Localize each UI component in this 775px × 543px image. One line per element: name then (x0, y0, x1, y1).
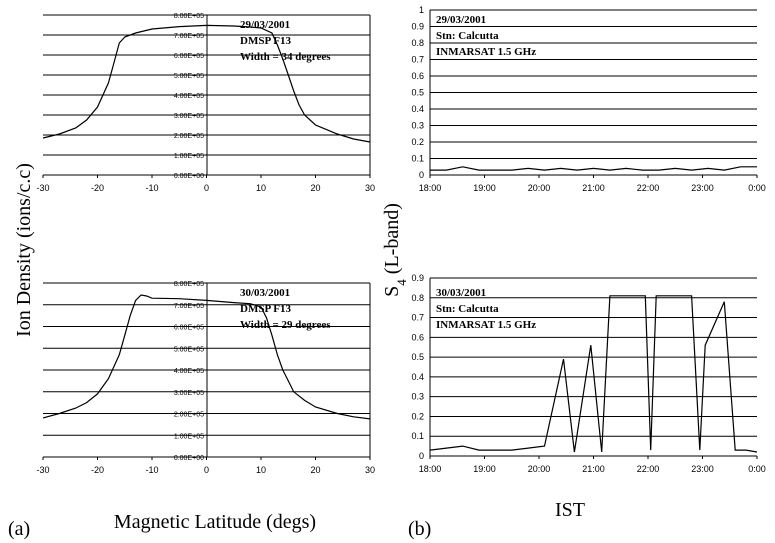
x-tick-label: 0 (204, 183, 209, 193)
y-tick-label: 0.6 (411, 71, 424, 81)
x-tick-label: -30 (36, 465, 49, 475)
x-tick-label: 19:00 (473, 464, 496, 474)
y-tick-label: 0.2 (411, 137, 424, 147)
y-tick-label: 0 (419, 451, 424, 461)
ylabel-ion-density: Ion Density (ions/c.c) (13, 163, 35, 337)
y-tick-label: 0.3 (411, 392, 424, 402)
y-tick-label: 0.8 (411, 293, 424, 303)
x-tick-label: 23:00 (691, 464, 714, 474)
y-tick-label: 1 (419, 5, 424, 15)
y-tick-label: 2.00E+05 (174, 133, 204, 140)
y-tick-label: 2.00E+05 (174, 412, 204, 419)
y-tick-label: 6.00E+05 (174, 53, 204, 60)
chart-annotation: INMARSAT 1.5 GHz (436, 319, 536, 331)
y-tick-label: 5.00E+05 (174, 346, 204, 353)
chart-annotation: Width = 29 degrees (240, 319, 331, 331)
chart-annotation: Stn: Calcutta (436, 30, 499, 42)
chart-annotation: 30/03/2001 (240, 287, 290, 299)
y-tick-label: 7.00E+05 (174, 303, 204, 310)
chart-bottom-right: 0 0.1 0.2 0.3 0.4 0.5 0.6 0.7 0.8 0.9 18:00 19:00 20… (411, 273, 765, 474)
chart-annotation: DMSP F13 (240, 35, 292, 47)
x-tick-label: -10 (145, 465, 158, 475)
x-tick-label: 22:00 (637, 464, 660, 474)
charts-group: 0.00E+00 1.00E+05 2.00E+05 3.00E+05 4.00E+05… (36, 5, 765, 475)
y-tick-label: 0.00E+00 (174, 455, 204, 462)
x-tick-label: 18:00 (419, 183, 442, 193)
xlabel-magnetic-latitude: Magnetic Latitude (degs) (114, 511, 316, 533)
x-tick-label: 30 (365, 465, 375, 475)
y-tick-label: 0.00E+00 (174, 173, 204, 180)
x-tick-label: 20:00 (528, 183, 551, 193)
chart-top-left: 0.00E+00 1.00E+05 2.00E+05 3.00E+05 4.00E+05… (36, 13, 375, 193)
series-line (42, 294, 371, 420)
y-tick-label: 0.4 (411, 372, 424, 382)
y-tick-label: 3.00E+05 (174, 390, 204, 397)
x-tick-label: -30 (36, 183, 49, 193)
x-tick-label: -10 (145, 183, 158, 193)
chart-bottom-left: 0.00E+00 1.00E+05 2.00E+05 3.00E+05 4.00E+05… (36, 281, 375, 475)
x-tick-label: 22:00 (637, 183, 660, 193)
y-tick-label: 0.7 (411, 313, 424, 323)
xlabel-ist: IST (555, 499, 585, 521)
y-tick-label: 0.9 (411, 273, 424, 283)
y-tick-label: 0.5 (411, 352, 424, 362)
panel-label-b: (b) (408, 518, 431, 540)
y-tick-label: 4.00E+05 (174, 93, 204, 100)
panel-label-a: (a) (8, 518, 30, 540)
x-tick-label: 19:00 (473, 183, 496, 193)
y-tick-label: 0.7 (411, 55, 424, 65)
y-tick-label: 5.00E+05 (174, 73, 204, 80)
series-line (430, 166, 757, 171)
x-tick-label: 10 (256, 465, 266, 475)
ylabel-s4: S4 (L-band) (381, 203, 409, 297)
x-tick-label: -20 (91, 183, 104, 193)
y-tick-label: 8.00E+05 (174, 281, 204, 288)
x-tick-label: 21:00 (582, 183, 605, 193)
x-tick-label: 21:00 (582, 464, 605, 474)
x-tick-label: 30 (365, 183, 375, 193)
y-tick-label: 0.1 (411, 431, 424, 441)
y-tick-label: 0.1 (411, 154, 424, 164)
y-tick-label: 0.3 (411, 121, 424, 131)
y-tick-label: 1.00E+05 (174, 433, 204, 440)
chart-annotation: INMARSAT 1.5 GHz (436, 46, 536, 58)
ylabel-s4-group: S4 (L-band) (381, 203, 409, 297)
chart-annotation: 30/03/2001 (436, 287, 486, 299)
y-tick-label: 7.00E+05 (174, 33, 204, 40)
chart-top-right: 0 0.1 0.2 0.3 0.4 0.5 0.6 0.7 0.8 0.9 1 18:00 19:00 2… (411, 5, 765, 193)
x-tick-label: 20 (310, 465, 320, 475)
y-tick-label: 0.4 (411, 104, 424, 114)
chart-annotation: Width = 34 degrees (240, 51, 331, 63)
y-tick-label: 0.8 (411, 38, 424, 48)
y-tick-label: 0.5 (411, 88, 424, 98)
x-tick-label: 10 (256, 183, 266, 193)
chart-annotation: 29/03/2001 (436, 14, 486, 26)
y-tick-label: 8.00E+05 (174, 13, 204, 20)
y-tick-label: 6.00E+05 (174, 325, 204, 332)
y-tick-label: 0.2 (411, 411, 424, 421)
chart-annotation: 29/03/2001 (240, 19, 290, 31)
y-tick-label: 3.00E+05 (174, 113, 204, 120)
y-tick-label: 0 (419, 170, 424, 180)
x-tick-label: 0:00 (748, 464, 766, 474)
y-tick-label: 0.6 (411, 332, 424, 342)
x-tick-label: 23:00 (691, 183, 714, 193)
chart-annotation: Stn: Calcutta (436, 303, 499, 315)
chart-annotation: DMSP F13 (240, 303, 292, 315)
y-tick-label: 4.00E+05 (174, 368, 204, 375)
x-tick-label: 20 (310, 183, 320, 193)
y-tick-label: 0.9 (411, 22, 424, 32)
x-tick-label: -20 (91, 465, 104, 475)
series-line (42, 24, 371, 143)
x-tick-label: 18:00 (419, 464, 442, 474)
x-tick-label: 0 (204, 465, 209, 475)
y-tick-label: 1.00E+05 (174, 153, 204, 160)
x-tick-label: 0:00 (748, 183, 766, 193)
x-tick-label: 20:00 (528, 464, 551, 474)
series-line (429, 295, 758, 453)
